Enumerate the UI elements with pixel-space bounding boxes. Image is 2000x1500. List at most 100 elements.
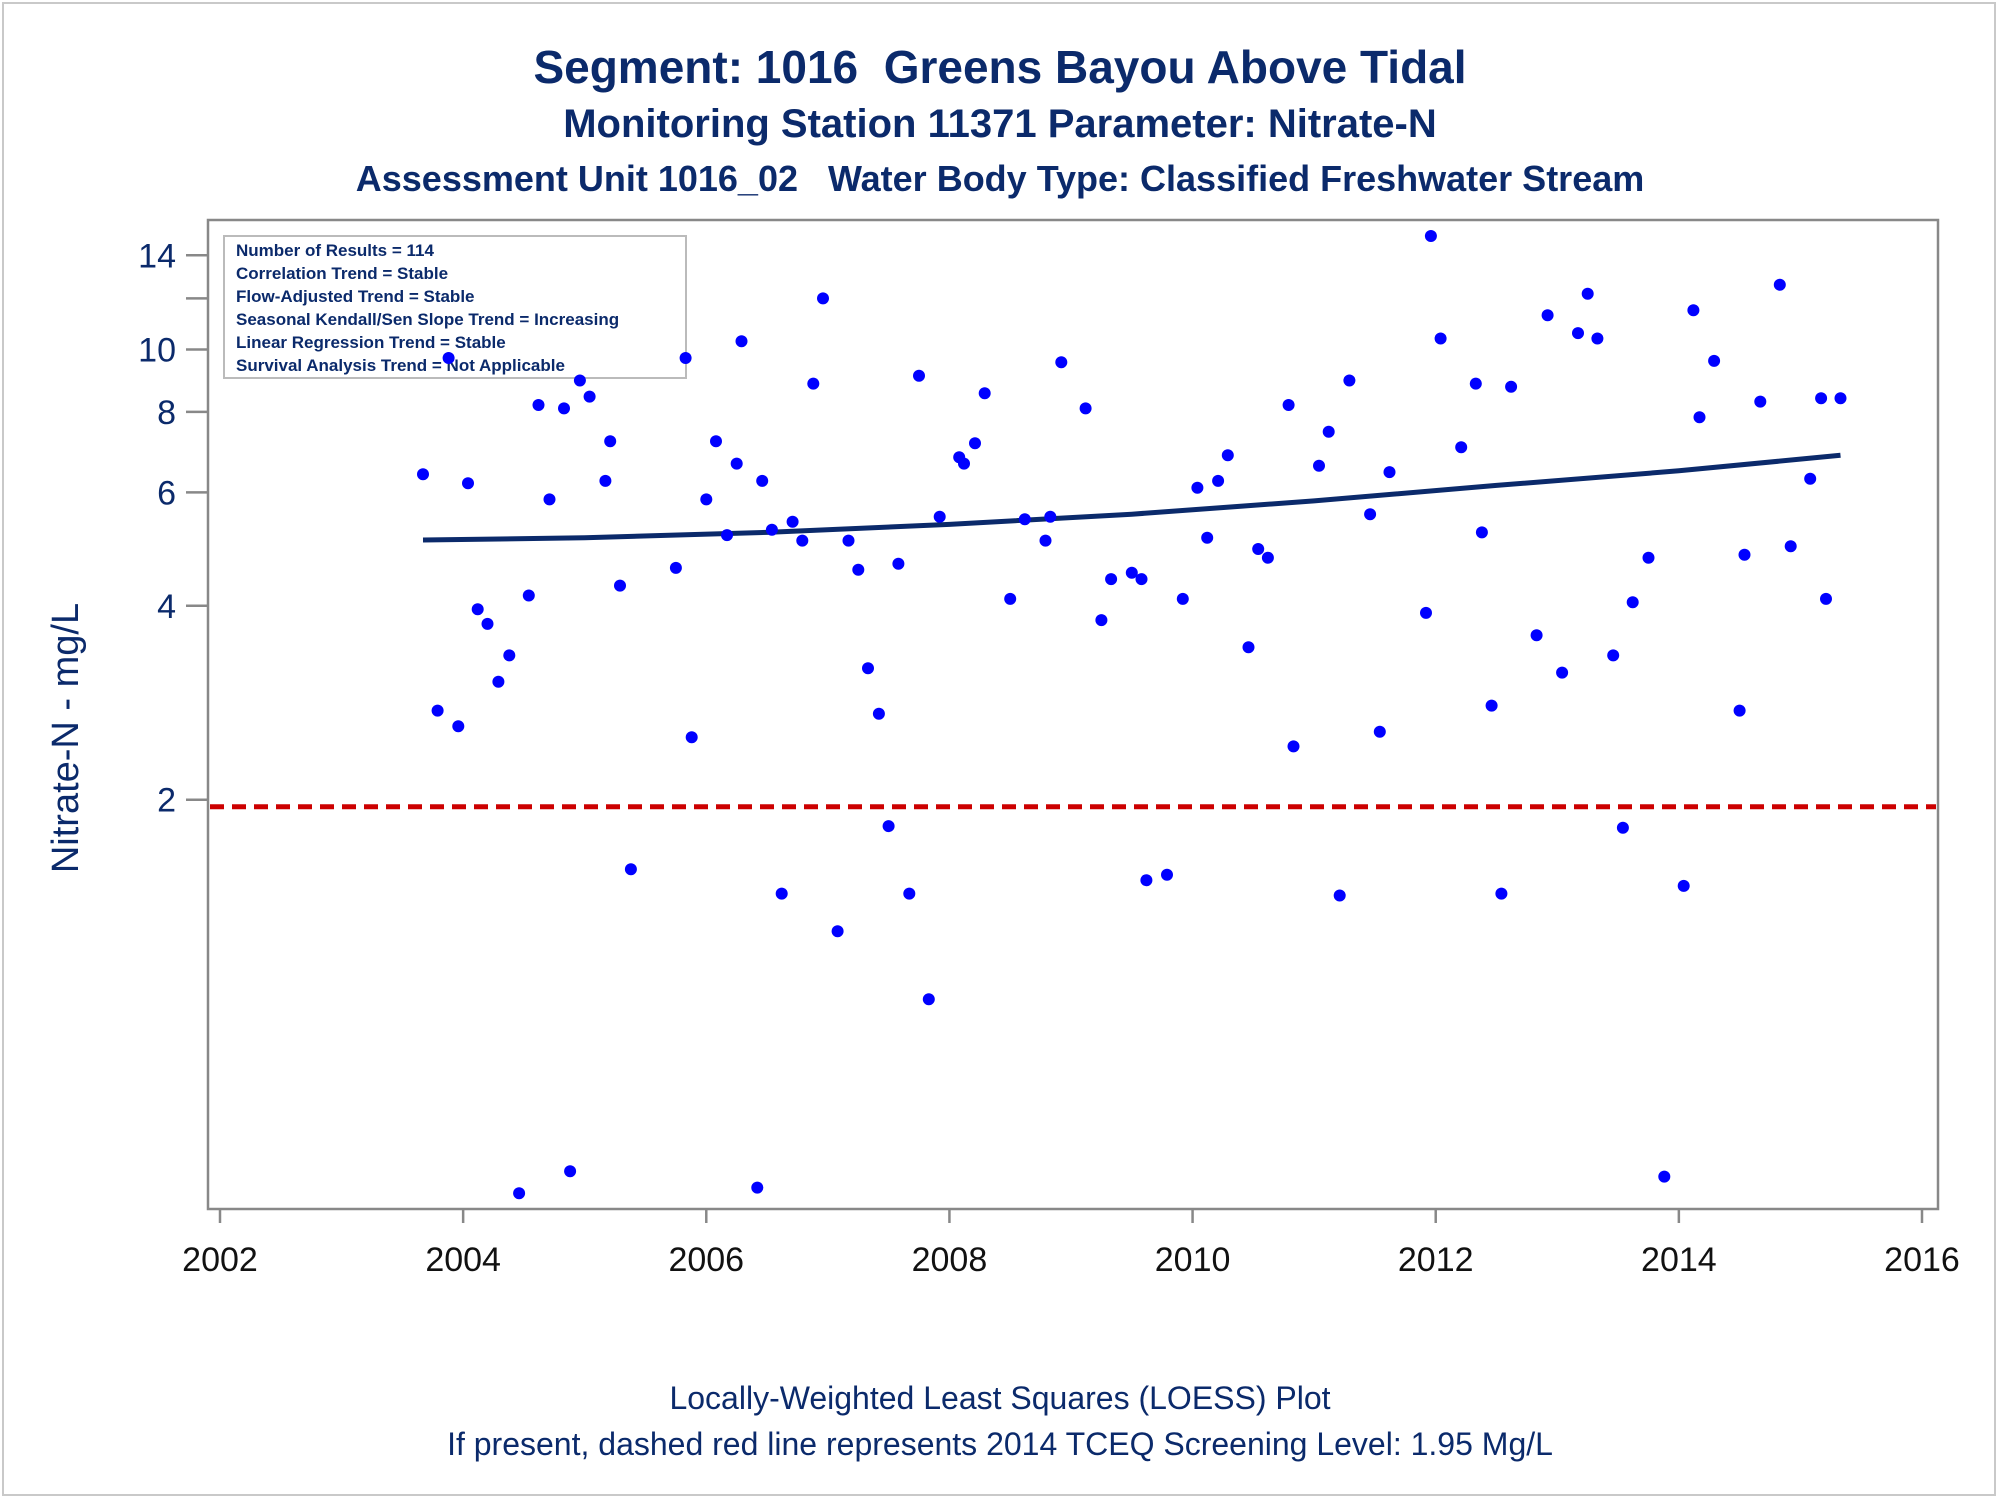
data-point bbox=[513, 1187, 526, 1200]
data-point bbox=[1287, 740, 1300, 753]
data-point bbox=[1242, 641, 1255, 654]
data-point bbox=[442, 352, 455, 364]
data-point bbox=[624, 863, 637, 876]
data-point bbox=[471, 603, 484, 616]
data-point bbox=[1176, 592, 1189, 605]
data-point bbox=[1773, 278, 1786, 291]
data-point bbox=[1313, 459, 1325, 472]
data-point bbox=[933, 510, 946, 523]
y-tick-label: 10 bbox=[138, 331, 176, 369]
data-point bbox=[1455, 441, 1468, 454]
data-point bbox=[1581, 287, 1594, 300]
footer-screening-note: If present, dashed red line represents 2… bbox=[447, 1426, 1553, 1462]
data-point bbox=[1815, 392, 1828, 405]
data-point bbox=[1055, 356, 1068, 369]
data-point bbox=[1424, 230, 1437, 242]
data-point bbox=[669, 561, 682, 574]
info-line-results: Number of Results = 114 bbox=[236, 241, 434, 260]
data-point bbox=[564, 1165, 577, 1178]
data-point bbox=[1191, 481, 1204, 494]
data-point bbox=[679, 352, 692, 364]
x-tick-label: 2004 bbox=[425, 1241, 501, 1279]
data-point bbox=[786, 515, 799, 528]
data-point bbox=[1261, 551, 1274, 564]
data-point bbox=[1161, 868, 1173, 881]
data-point bbox=[882, 820, 895, 833]
y-tick-label: 4 bbox=[157, 588, 176, 626]
data-point bbox=[1135, 573, 1148, 586]
data-point bbox=[543, 493, 556, 506]
data-point bbox=[775, 887, 788, 900]
data-point bbox=[1642, 551, 1655, 564]
chart-title: Segment: 1016 Greens Bayou Above Tidal bbox=[533, 41, 1467, 93]
data-point bbox=[1820, 592, 1832, 605]
data-point bbox=[751, 1181, 764, 1194]
data-point bbox=[532, 399, 545, 411]
data-point bbox=[431, 704, 444, 717]
data-point bbox=[573, 374, 586, 387]
data-point bbox=[1252, 543, 1265, 555]
data-point bbox=[1095, 614, 1108, 627]
data-point bbox=[1140, 874, 1153, 887]
data-point bbox=[1485, 699, 1498, 712]
data-point bbox=[1505, 380, 1518, 393]
loess-curve bbox=[422, 452, 1841, 543]
data-point bbox=[1475, 526, 1488, 539]
data-point bbox=[1079, 402, 1092, 415]
data-point bbox=[1364, 508, 1377, 521]
data-point bbox=[1754, 395, 1767, 408]
data-point bbox=[1469, 377, 1482, 390]
data-point bbox=[1658, 1170, 1671, 1183]
data-point bbox=[756, 474, 769, 487]
data-point bbox=[452, 720, 465, 733]
data-point bbox=[1626, 596, 1639, 609]
data-point bbox=[1105, 573, 1118, 586]
data-point bbox=[1834, 392, 1847, 405]
x-tick-label: 2014 bbox=[1641, 1241, 1717, 1279]
chart-subtitle-station: Monitoring Station 11371 Parameter: Nitr… bbox=[563, 102, 1437, 146]
data-point bbox=[1591, 332, 1604, 345]
info-line-correlation: Correlation Trend = Stable bbox=[236, 264, 448, 283]
data-point bbox=[903, 887, 916, 900]
data-point bbox=[817, 292, 829, 305]
data-point bbox=[1018, 513, 1031, 526]
data-point bbox=[522, 589, 535, 602]
data-point bbox=[735, 335, 748, 348]
data-point bbox=[913, 369, 925, 382]
data-point bbox=[1420, 606, 1432, 619]
data-point bbox=[614, 579, 626, 592]
data-point bbox=[1373, 725, 1386, 738]
data-points bbox=[417, 230, 1847, 1200]
data-point bbox=[1530, 629, 1543, 642]
loess-curve-group bbox=[422, 452, 1841, 543]
data-point bbox=[1343, 374, 1356, 387]
data-point bbox=[807, 377, 820, 390]
data-point bbox=[700, 493, 713, 506]
data-point bbox=[481, 617, 494, 630]
data-point bbox=[1607, 649, 1620, 662]
data-point bbox=[1784, 540, 1797, 553]
data-point bbox=[872, 707, 885, 720]
data-point bbox=[978, 387, 991, 400]
x-tick-label: 2008 bbox=[912, 1241, 988, 1279]
data-point bbox=[721, 529, 733, 542]
plot-area-border bbox=[206, 218, 1940, 1211]
y-tick-label: 14 bbox=[138, 237, 176, 275]
data-point bbox=[852, 563, 865, 576]
data-point bbox=[1004, 592, 1017, 605]
data-point bbox=[842, 534, 855, 547]
data-point bbox=[831, 925, 844, 938]
y-axis-label: Nitrate-N - mg/L bbox=[45, 603, 87, 873]
data-point bbox=[1616, 821, 1629, 834]
data-point bbox=[599, 474, 612, 487]
data-point bbox=[892, 557, 905, 570]
data-point bbox=[958, 457, 970, 470]
data-point bbox=[462, 477, 474, 490]
data-point bbox=[1201, 531, 1214, 544]
data-point bbox=[1333, 889, 1346, 902]
info-box-border bbox=[223, 235, 687, 379]
info-line-seasonal-kendall: Seasonal Kendall/Sen Slope Trend = Incre… bbox=[236, 310, 619, 329]
data-point bbox=[503, 649, 516, 662]
x-tick-label: 2012 bbox=[1398, 1241, 1474, 1279]
data-point bbox=[1039, 534, 1052, 547]
